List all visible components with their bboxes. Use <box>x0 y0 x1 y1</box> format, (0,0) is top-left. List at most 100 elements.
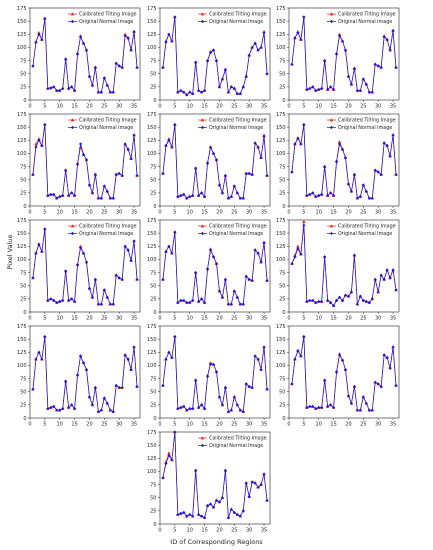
x-tick-label: 25 <box>231 210 237 216</box>
y-tick-label: 100 <box>276 45 286 51</box>
original-point <box>173 230 177 234</box>
x-tick-label: 10 <box>316 316 322 322</box>
original-point <box>235 295 239 299</box>
original-point <box>176 90 180 94</box>
plot-frame <box>288 7 400 101</box>
original-point <box>346 182 351 186</box>
original-point <box>358 88 362 93</box>
original-point <box>197 405 201 410</box>
original-point <box>135 277 139 281</box>
y-tick-label: 0 <box>282 204 285 210</box>
x-tick-label: 25 <box>360 422 366 428</box>
original-point <box>235 92 239 96</box>
original-point <box>317 405 321 410</box>
original-point <box>370 297 374 301</box>
original-point <box>126 248 130 252</box>
original-point <box>49 192 53 196</box>
original-point <box>335 370 339 374</box>
original-point <box>52 404 56 408</box>
original-point <box>167 454 171 458</box>
x-tick-label: 0 <box>287 104 290 110</box>
original-point <box>182 298 186 302</box>
y-tick-label: 150 <box>147 231 157 237</box>
original-point <box>135 384 139 389</box>
original-point <box>220 295 224 299</box>
original-point <box>232 510 236 514</box>
original-point <box>364 299 368 304</box>
x-tick-label: 20 <box>216 210 222 216</box>
original-point <box>123 244 127 248</box>
original-point <box>78 142 83 146</box>
original-point <box>346 394 351 398</box>
original-point <box>346 74 351 78</box>
original-point <box>179 511 183 516</box>
y-tick-label: 175 <box>147 324 157 330</box>
original-point <box>70 297 74 301</box>
original-point <box>349 290 353 294</box>
original-point <box>247 495 251 499</box>
original-point <box>305 299 309 304</box>
original-point <box>93 385 97 390</box>
original-point <box>323 165 327 169</box>
legend-label: Original Normal Image <box>338 19 392 25</box>
original-point <box>329 85 333 89</box>
y-tick-label: 25 <box>150 191 156 197</box>
original-point <box>220 191 224 195</box>
plot-frame <box>159 7 271 101</box>
original-point <box>343 48 348 52</box>
x-tick-label: 0 <box>158 210 161 216</box>
original-point <box>64 57 68 61</box>
original-point <box>373 168 377 172</box>
original-point <box>182 404 186 408</box>
x-tick-label: 20 <box>216 104 222 110</box>
original-point <box>78 35 83 39</box>
x-tick-label: 15 <box>201 422 207 428</box>
x-tick-label: 25 <box>231 316 237 322</box>
original-point <box>394 383 398 387</box>
original-point <box>182 510 186 514</box>
original-point <box>217 85 222 89</box>
original-point <box>185 300 189 305</box>
y-tick-label: 100 <box>17 151 27 157</box>
y-tick-label: 100 <box>147 45 157 51</box>
original-point <box>382 353 386 357</box>
x-tick-label: 15 <box>330 316 336 322</box>
original-point <box>126 36 130 40</box>
original-point <box>332 193 336 198</box>
x-tick-label: 20 <box>345 422 351 428</box>
original-point <box>244 274 248 278</box>
y-tick-label: 150 <box>17 125 27 131</box>
original-point <box>293 36 297 40</box>
x-tick-label: 5 <box>173 528 176 534</box>
y-tick-label: 50 <box>150 284 156 290</box>
original-point <box>346 294 351 298</box>
original-point <box>379 273 383 277</box>
legend-swatch-marker <box>200 12 205 16</box>
y-tick-label: 0 <box>153 98 156 104</box>
legend-label: Original Normal Image <box>209 231 263 237</box>
original-point <box>259 260 263 264</box>
original-point <box>129 258 133 263</box>
y-tick-label: 175 <box>276 112 286 118</box>
original-point <box>76 52 80 56</box>
original-point <box>43 334 47 339</box>
original-point <box>114 61 118 65</box>
legend-label: Calibrated Tilting Image <box>79 118 137 124</box>
original-point <box>262 135 266 139</box>
original-point <box>197 88 201 93</box>
original-point <box>343 293 348 297</box>
original-point <box>256 251 260 255</box>
original-point <box>326 193 330 198</box>
y-tick-label: 175 <box>147 6 157 12</box>
plot-frame <box>288 219 400 313</box>
original-point <box>87 395 92 399</box>
original-point <box>247 53 251 57</box>
x-tick-label: 35 <box>131 316 137 322</box>
original-point <box>188 406 192 411</box>
original-point <box>96 410 100 414</box>
calibrated-point <box>296 244 300 248</box>
original-point <box>176 300 180 305</box>
original-point <box>385 37 389 42</box>
original-point <box>364 401 368 405</box>
original-point <box>259 368 263 372</box>
